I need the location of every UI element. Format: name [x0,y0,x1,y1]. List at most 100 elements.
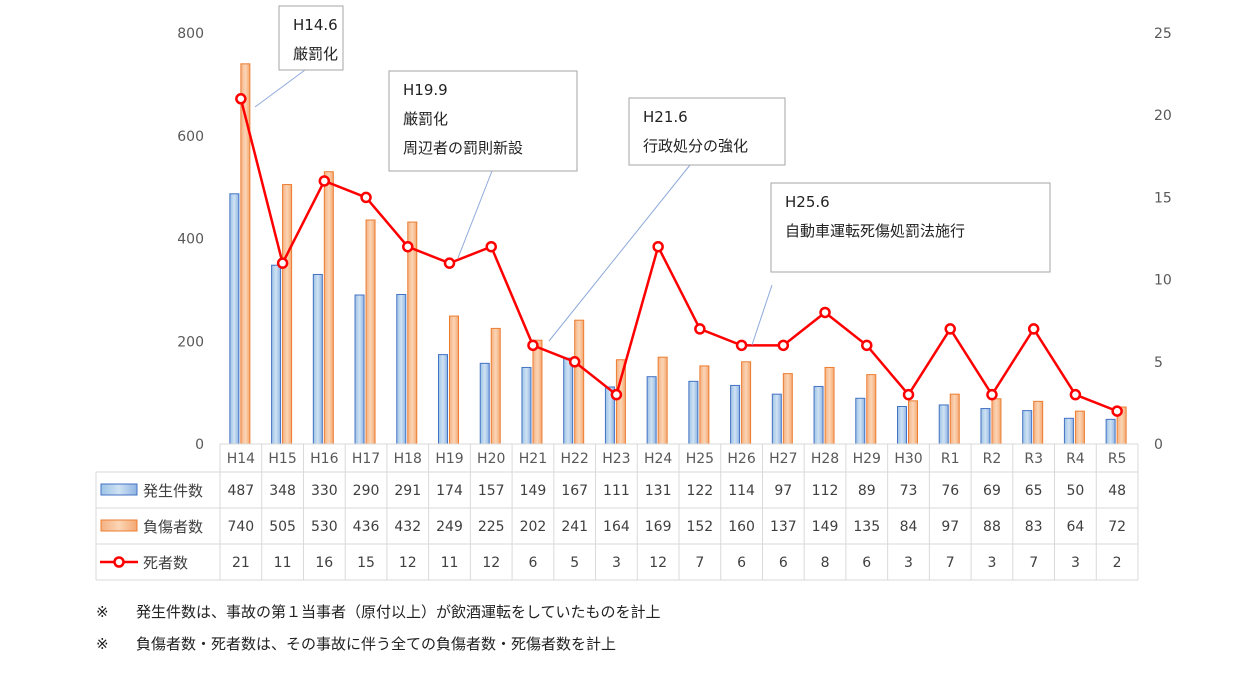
cell-0-H25: 122 [686,483,713,499]
bar-accidents-H20 [479,362,490,445]
category-R3: R3 [1024,451,1043,467]
category-H14: H14 [227,451,255,467]
bar-accidents-R3 [1022,410,1033,445]
cell-2-R2: 3 [987,555,996,571]
y-left-axis: 0 200 400 600 800 [177,26,204,453]
fatalities-point-R5 [1111,405,1123,417]
cell-0-R4: 50 [1066,483,1084,499]
legend-label-1: 負傷者数 [143,518,203,536]
cell-0-H27: 97 [774,483,792,499]
category-H28: H28 [811,451,839,467]
y-right-tick-5: 25 [1154,26,1172,42]
cell-0-H17: 290 [353,483,380,499]
bar-accidents-R5 [1105,418,1116,445]
cell-1-R3: 83 [1025,519,1043,535]
fatalities-point-H17 [360,191,372,204]
fatalities-point-R2 [986,388,998,401]
legend-key-0 [100,483,138,496]
bar-accidents-H26 [730,384,741,445]
cell-1-H18: 432 [394,519,421,535]
cell-0-R1: 76 [941,483,959,499]
cell-2-H20: 12 [482,555,500,571]
cell-2-H16: 16 [315,555,333,571]
fatalities-point-H21 [527,339,539,352]
fatalities-point-H26 [735,339,748,352]
bar-accidents-H17 [354,294,365,445]
bar-injured-H18 [407,221,418,445]
data-table: H14 H15 H16 H17 H18 H19 H20 H21 H22 H23 H24 H25 H26 H… [95,443,1139,581]
bar-injured-H25 [699,365,710,445]
cell-2-H18: 12 [399,555,417,571]
bar-accidents-R4 [1063,417,1074,445]
cell-1-H22: 241 [561,519,588,535]
category-R4: R4 [1066,451,1085,467]
category-H21: H21 [519,451,547,467]
fatalities-point-H14 [235,93,247,105]
fatalities-point-H16 [318,175,331,187]
cell-2-H19: 11 [441,555,459,571]
cell-2-H26: 6 [737,555,746,571]
cell-1-H26: 160 [728,519,755,535]
fatalities-line [235,93,1123,417]
cell-2-H17: 15 [357,555,375,571]
cell-2-H15: 11 [274,555,292,571]
cell-1-H21: 202 [520,519,547,535]
bar-injured-H27 [782,373,793,445]
note-1-text: 発生件数は、事故の第１当事者（原付以上）が飲酒運転をしていたものを計上 [136,603,661,621]
cell-0-H30: 73 [900,483,918,499]
category-H15: H15 [268,451,296,467]
y-left-tick-0: 0 [195,437,204,453]
y-right-tick-0: 0 [1154,437,1163,453]
cell-0-H14: 487 [227,483,254,499]
y-left-tick-1: 200 [177,334,204,350]
cell-2-H14: 21 [232,555,250,571]
cell-1-H27: 137 [770,519,797,535]
bar-injured-H29 [866,374,877,445]
bar-accidents-H25 [688,380,699,445]
cell-1-H23: 164 [603,519,630,535]
annotation-leader-3 [751,284,773,346]
annotation-leader-1 [457,170,493,259]
cell-0-H23: 111 [603,483,630,499]
cell-2-H27: 6 [779,555,788,571]
cell-0-H16: 330 [311,483,338,499]
cell-2-R4: 3 [1071,555,1080,571]
cell-1-H25: 152 [686,519,713,535]
y-right-tick-4: 20 [1154,108,1172,124]
bar-accidents-H19 [438,354,448,445]
category-H30: H30 [894,451,922,467]
annotation-1-line-1: 厳罰化 [403,110,448,128]
bar-accidents-H30 [897,405,907,445]
fatalities-point-H22 [568,356,581,368]
cell-2-H30: 3 [904,555,913,571]
cell-0-H18: 291 [394,483,421,499]
fatalities-point-R1 [944,323,956,335]
bar-accidents-H21 [521,366,532,445]
cell-0-H19: 174 [436,483,463,499]
annotation-3-line-0: H25.6 [785,193,830,211]
category-R1: R1 [941,451,960,467]
fatalities-point-H28 [819,306,831,319]
cell-1-H30: 84 [900,519,918,535]
note-1: ※ 発生件数は、事故の第１当事者（原付以上）が飲酒運転をしていたものを計上 [96,601,661,622]
bar-accidents-H18 [396,293,407,445]
bar-accidents-H14 [229,193,240,445]
note-2-text: 負傷者数・死者数は、その事故に伴う全ての負傷者数・死傷者数を計上 [136,635,617,653]
bar-injured-R2 [991,398,1002,445]
annotation-0-line-0: H14.6 [293,16,338,34]
bar-injured-H24 [657,356,668,445]
bar-injured-H20 [490,327,501,445]
annotation-box-2 [628,97,786,166]
bar-accidents-H29 [855,397,866,445]
category-H27: H27 [769,451,797,467]
cell-2-H24: 12 [649,555,667,571]
category-H25: H25 [686,451,714,467]
bar-accidents-H24 [646,376,657,445]
fatalities-point-H18 [402,240,414,253]
cell-0-H24: 131 [645,483,672,499]
bar-injured-R3 [1033,400,1044,445]
annotation-leader-0 [254,69,306,108]
bar-injured-H28 [824,366,835,445]
